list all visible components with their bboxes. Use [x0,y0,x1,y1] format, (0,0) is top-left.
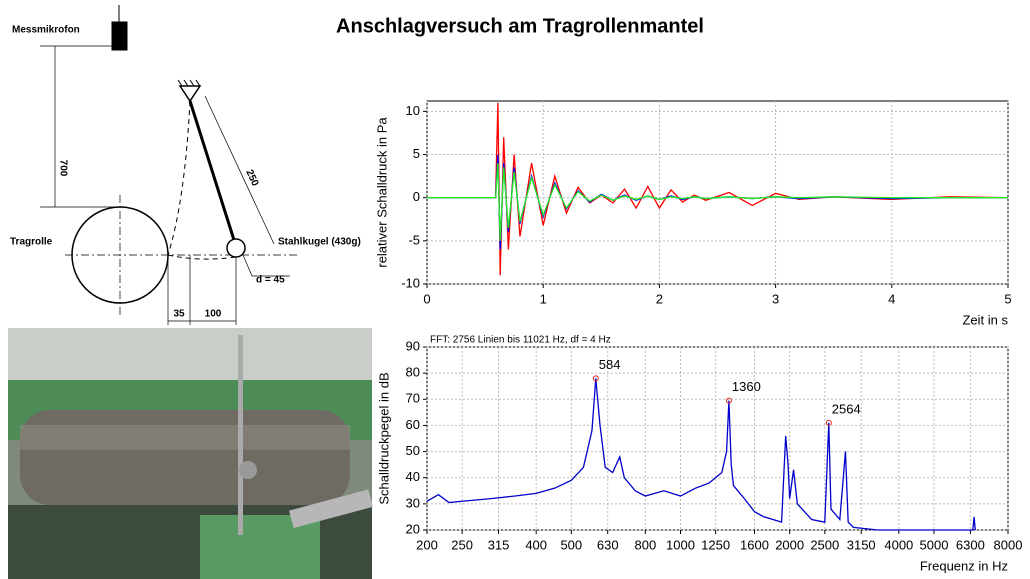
x-tick-label: 630 [597,537,619,552]
y-axis-label: relativer Schalldruck in Pa [374,117,389,268]
y-tick-label: 80 [406,365,420,380]
x-tick-label: 8000 [994,537,1023,552]
y-tick-label: 5 [413,146,420,161]
peak-label: 584 [599,357,621,372]
pendulum-rod [188,100,236,241]
diagram-label: Messmikrofon [12,25,80,36]
x-tick-label: 5 [1004,291,1011,306]
series-line [426,378,976,531]
x-tick-label: 2500 [810,537,839,552]
microphone-icon [111,21,128,51]
photo-shaft [289,489,373,529]
photo-rod [238,335,243,535]
diagram-label: 35 [173,309,185,320]
diagram-label: 700 [57,160,68,177]
photo-highlight [20,425,350,450]
pivot-hatch [177,79,201,87]
y-tick-label: 30 [406,495,420,510]
diagram-label: 100 [205,309,222,320]
x-tick-label: 3150 [847,537,876,552]
x-axis-label: Zeit in s [962,312,1008,327]
y-tick-label: 50 [406,443,420,458]
x-tick-label: 4000 [884,537,913,552]
swing-arc [167,100,191,256]
photo-drum [20,410,350,505]
photo-wall [8,328,372,388]
peak-marker [725,397,732,404]
chart-subtitle: FFT: 2756 Linien bis 11021 Hz, df = 4 Hz [430,335,611,346]
x-tick-label: 315 [488,537,510,552]
x-tick-label: 400 [525,537,547,552]
x-tick-label: 5000 [920,537,949,552]
x-axis-label: Frequenz in Hz [920,558,1008,573]
y-tick-label: -10 [401,275,420,290]
leader-line [242,254,253,277]
diagram-label: 250 [243,168,260,188]
peak-label: 2564 [832,401,861,416]
diagram-label: Tragrolle [10,237,53,248]
plot-frame [426,346,1009,531]
x-tick-label: 250 [451,537,473,552]
y-axis-label: Schalldruckpegel in dB [376,372,391,504]
y-tick-label: 40 [406,469,420,484]
photo [8,328,373,579]
y-tick-label: -5 [408,232,420,247]
x-tick-label: 2 [656,291,663,306]
dim-line [204,95,275,245]
y-tick-label: 60 [406,417,420,432]
x-tick-label: 200 [416,537,438,552]
swing-arc [167,254,237,260]
photo-ball [239,461,257,479]
x-tick-label: 1600 [740,537,769,552]
charts: -10 -5 0 5 10 0 1 2 3 4 5 Zeit in s relativer Schall… [374,100,1023,573]
y-tick-label: 70 [406,391,420,406]
series-line [427,102,1009,276]
diagram [40,5,300,325]
y-tick-label: 90 [406,338,420,353]
pivot [178,85,202,103]
x-tick-label: 3 [772,291,779,306]
peak-label: 1360 [732,379,761,394]
x-tick-label: 1 [540,291,547,306]
peak-marker [592,375,599,382]
plot-frame [426,100,1009,285]
y-tick-label: 10 [406,103,420,118]
slide-title: Anschlagversuch am Tragrollenmantel [336,15,704,37]
x-tick-label: 1000 [666,537,695,552]
steel-ball [226,238,246,258]
diagram-label: Stahlkugel (430g) [278,237,361,248]
x-tick-label: 0 [423,291,430,306]
x-tick-label: 6300 [956,537,985,552]
x-tick-label: 2000 [775,537,804,552]
x-tick-label: 4 [888,291,895,306]
peak-marker [825,419,832,426]
x-tick-label: 1250 [701,537,730,552]
diagram-label: d = 45 [256,275,285,286]
y-tick-label: 0 [413,189,420,204]
x-tick-label: 800 [634,537,656,552]
x-tick-label: 500 [560,537,582,552]
y-tick-label: 20 [406,521,420,536]
series-line [427,163,1008,241]
